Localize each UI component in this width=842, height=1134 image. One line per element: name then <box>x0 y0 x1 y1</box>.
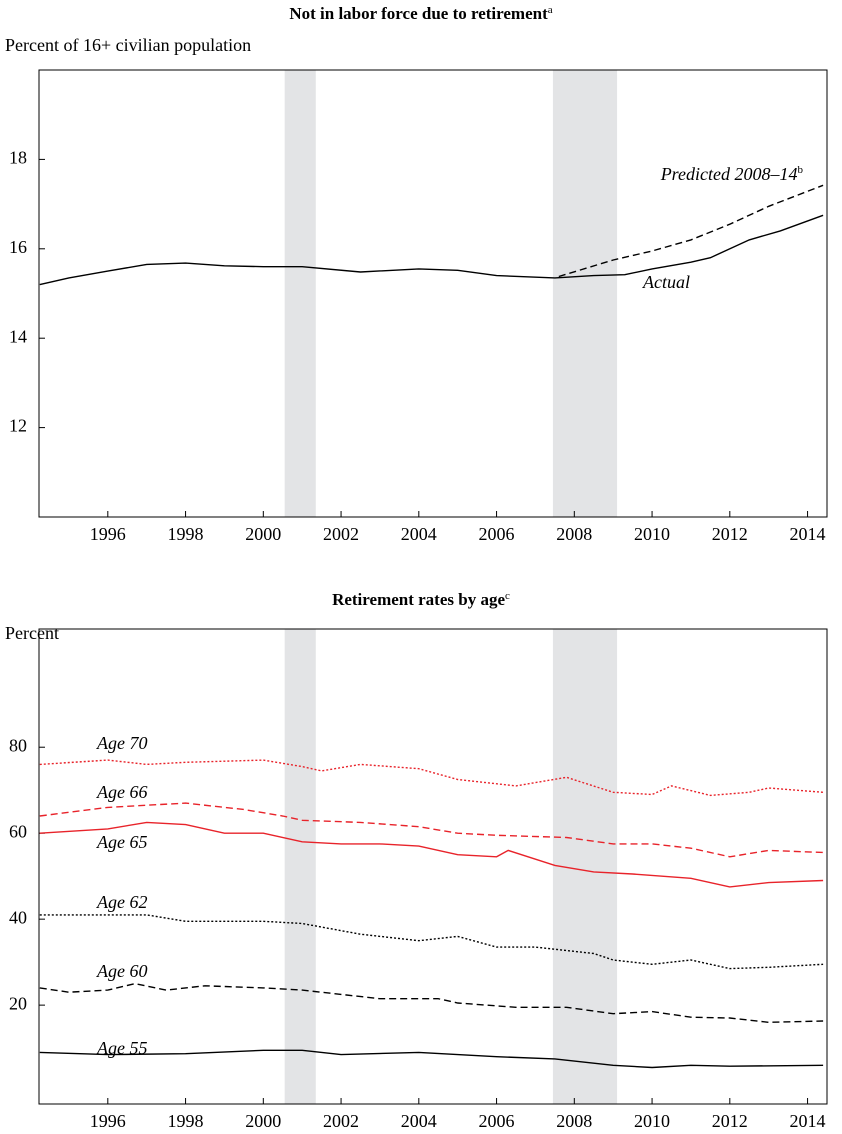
plot-frame <box>38 69 828 518</box>
series-line <box>39 821 824 888</box>
x-tick-label: 2004 <box>401 524 437 544</box>
y-tick-label: 18 <box>9 148 27 168</box>
x-tick-label: 2008 <box>556 1111 592 1131</box>
series-line <box>39 982 824 1024</box>
x-tick-label: 1996 <box>90 1111 126 1131</box>
y-tick-label: 80 <box>9 735 27 755</box>
series-line <box>39 1049 824 1069</box>
y-tick-label: 16 <box>9 237 27 257</box>
series-name: Predicted 2008–14 <box>660 164 798 184</box>
chart-title: Retirement rates by agec <box>332 590 510 609</box>
recession-band <box>552 70 618 517</box>
series-name: Actual <box>642 272 690 292</box>
x-tick-label: 2006 <box>479 1111 515 1131</box>
plot-frame <box>38 628 828 1105</box>
series-name: Age 60 <box>96 961 147 981</box>
series-note: b <box>798 164 804 176</box>
y-axis-label: Percent of 16+ civilian population <box>5 35 251 55</box>
series-label: Age 66 <box>96 782 147 802</box>
recession-band <box>284 70 316 517</box>
series-label: Age 70 <box>96 733 147 753</box>
x-tick-label: 1998 <box>168 524 204 544</box>
title-text: Retirement rates by age <box>332 590 505 609</box>
y-tick-label: 14 <box>9 326 27 346</box>
x-tick-label: 2006 <box>479 524 515 544</box>
series-name: Age 65 <box>96 832 147 852</box>
chart-title: Not in labor force due to retirementa <box>289 4 552 23</box>
series-name: Age 66 <box>96 782 147 802</box>
x-tick-label: 2000 <box>245 524 281 544</box>
x-tick-label: 2014 <box>790 1111 826 1131</box>
series-line <box>39 914 824 970</box>
x-tick-label: 2008 <box>556 524 592 544</box>
series-label: Actual <box>642 272 690 292</box>
x-tick-label: 2004 <box>401 1111 437 1131</box>
x-tick-label: 1996 <box>90 524 126 544</box>
x-tick-label: 2000 <box>245 1111 281 1131</box>
x-tick-label: 2010 <box>634 1111 670 1131</box>
x-tick-label: 2012 <box>712 524 748 544</box>
title-note: a <box>548 4 553 16</box>
series-label: Age 65 <box>96 832 147 852</box>
y-axis-label: Percent <box>5 623 59 643</box>
x-tick-label: 1998 <box>168 1111 204 1131</box>
series-name: Age 62 <box>96 892 147 912</box>
x-tick-label: 2012 <box>712 1111 748 1131</box>
series-label: Age 60 <box>96 961 147 981</box>
y-tick-label: 12 <box>9 416 27 436</box>
series-label: Age 62 <box>96 892 147 912</box>
series-name: Age 70 <box>96 733 147 753</box>
recession-band <box>284 629 316 1104</box>
series-line <box>558 184 824 278</box>
series-name: Age 55 <box>96 1038 147 1058</box>
series-label: Age 55 <box>96 1038 147 1058</box>
x-tick-label: 2014 <box>790 524 826 544</box>
title-note: c <box>505 590 510 602</box>
y-tick-label: 60 <box>9 821 27 841</box>
series-line <box>39 214 824 286</box>
y-tick-label: 20 <box>9 993 27 1013</box>
x-tick-label: 2010 <box>634 524 670 544</box>
x-tick-label: 2002 <box>323 524 359 544</box>
series-line <box>39 802 824 858</box>
y-tick-label: 40 <box>9 907 27 927</box>
x-tick-label: 2002 <box>323 1111 359 1131</box>
title-text: Not in labor force due to retirement <box>289 4 548 23</box>
series-line <box>39 759 824 797</box>
series-label: Predicted 2008–14b <box>660 164 804 185</box>
